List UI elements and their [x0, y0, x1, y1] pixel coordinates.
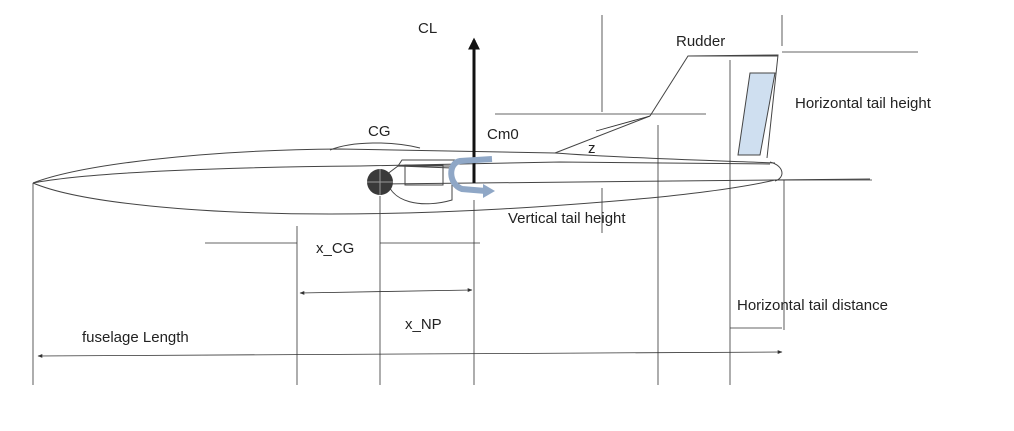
- label-cl: CL: [418, 20, 437, 37]
- label-z: z: [588, 140, 596, 157]
- fuselage: [32, 142, 871, 215]
- label-horizontal-tail-height: Horizontal tail height: [795, 95, 932, 112]
- moment-arrow: [448, 156, 495, 198]
- fuselage-upper-outline: [32, 148, 776, 184]
- landing-gear: [385, 159, 459, 205]
- label-horizontal-tail-distance: Horizontal tail distance: [737, 297, 888, 314]
- label-cg: CG: [368, 123, 391, 140]
- label-x-cg: x_CG: [316, 240, 354, 257]
- label-x-np: x_NP: [405, 316, 442, 333]
- fuselage-inner-line: [32, 161, 771, 184]
- rudder-surface: [737, 72, 776, 156]
- wing-root-top: [329, 142, 421, 151]
- label-vertical-tail-height: Vertical tail height: [508, 210, 626, 227]
- label-cm0: Cm0: [487, 126, 519, 143]
- dimension-lines: [32, 15, 918, 385]
- label-rudder: Rudder: [676, 33, 725, 50]
- fuselage-tail-cone: [769, 161, 783, 182]
- fuselage-lower-outline: [32, 179, 776, 215]
- tail: [554, 54, 779, 159]
- cg-symbol: [367, 169, 393, 195]
- label-fuselage-length: fuselage Length: [82, 329, 189, 346]
